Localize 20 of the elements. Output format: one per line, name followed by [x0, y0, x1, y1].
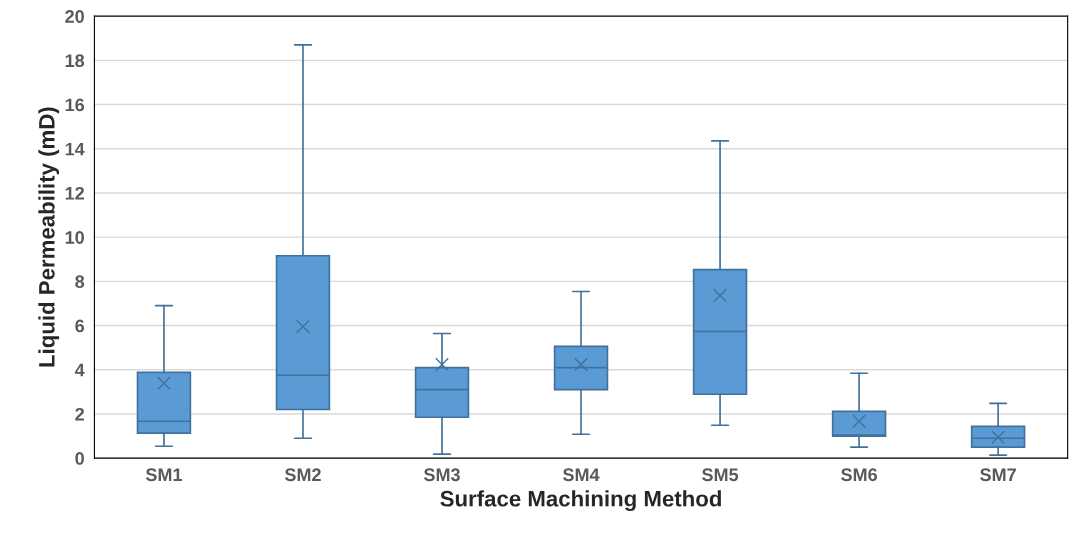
y-tick-label: 18	[65, 54, 85, 68]
y-tick-label: 10	[65, 231, 84, 244]
y-tick-label: 12	[65, 186, 84, 200]
x-tick-label: SM6	[841, 468, 877, 482]
y-tick-label: 2	[75, 407, 84, 421]
y-tick-label: 8	[75, 275, 85, 289]
y-tick-label: 16	[65, 98, 85, 112]
y-tick-label: 20	[65, 10, 84, 23]
y-tick-label: 14	[65, 142, 85, 156]
x-tick-label: SM7	[980, 468, 1016, 482]
x-tick-label: SM1	[145, 468, 182, 482]
y-tick-label: 4	[74, 363, 85, 377]
x-tick-label: SM2	[284, 468, 321, 482]
x-tick-label: SM5	[702, 468, 739, 482]
x-axis-title: Surface Machining Method	[440, 490, 721, 512]
y-tick-label: 0	[75, 452, 84, 465]
x-tick-label: SM4	[562, 468, 600, 482]
y-tick-label: 6	[75, 319, 85, 333]
x-tick-label: SM3	[423, 468, 460, 482]
y-axis-title: Liquid Permeability (mD)	[38, 107, 60, 367]
